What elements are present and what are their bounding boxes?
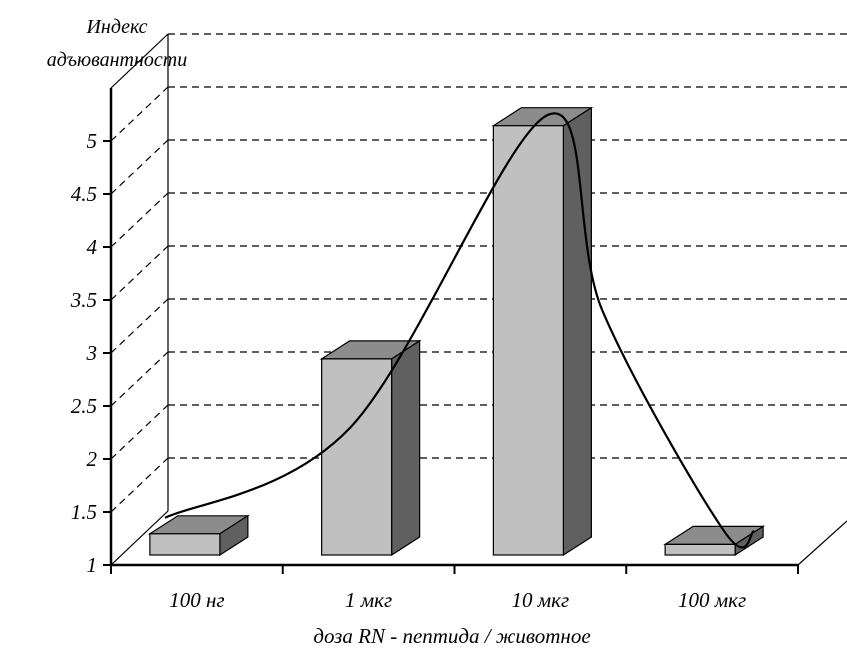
x-tick-label: 100 мкг bbox=[678, 588, 746, 612]
grid-diagonal bbox=[110, 298, 169, 354]
x-tick-label: 1 мкг bbox=[345, 588, 392, 612]
grid bbox=[110, 33, 847, 513]
grid-diagonal bbox=[110, 457, 169, 513]
bar-3 bbox=[491, 106, 594, 557]
y-axis-title-line-1: Индекс bbox=[85, 16, 147, 38]
y-tick-label: 3 bbox=[86, 341, 98, 365]
bar-2 bbox=[319, 339, 422, 557]
grid-diagonal bbox=[110, 192, 169, 248]
y-tick-label: 3.5 bbox=[70, 288, 97, 312]
bar-front-face bbox=[492, 125, 564, 556]
y-tick-label: 1.5 bbox=[71, 500, 97, 524]
y-tick-labels: 1 1.5 2 2.5 3 3.5 4 4.5 5 bbox=[70, 129, 98, 577]
y-tick-label: 1 bbox=[87, 553, 98, 577]
wall-top-edge bbox=[110, 33, 169, 89]
floor-left-edge bbox=[110, 510, 169, 566]
y-tick-label: 4.5 bbox=[71, 182, 97, 206]
bar-front-face bbox=[664, 543, 736, 556]
grid-diagonal bbox=[110, 404, 169, 460]
bar-side-face bbox=[562, 106, 592, 557]
y-tick-label: 4 bbox=[87, 235, 98, 259]
floor-right-edge bbox=[797, 520, 847, 566]
y-axis-title-line-2: адъювантности bbox=[47, 49, 188, 71]
bar-front-face bbox=[321, 358, 393, 556]
x-tick-label: 10 мкг bbox=[512, 588, 570, 612]
y-tick-label: 5 bbox=[87, 129, 98, 153]
grid-diagonal bbox=[110, 245, 169, 301]
x-tick-label: 100 нг bbox=[169, 588, 224, 612]
y-tick-label: 2 bbox=[87, 447, 98, 471]
bars bbox=[147, 106, 766, 557]
bar-1 bbox=[147, 514, 250, 557]
x-axis-title: доза RN - пептида / животное bbox=[313, 624, 590, 648]
y-tick-label: 2.5 bbox=[71, 394, 97, 418]
axes bbox=[103, 34, 847, 574]
bar-side-face bbox=[391, 339, 421, 557]
trend-curve bbox=[164, 112, 755, 549]
bar-front-face bbox=[149, 533, 221, 556]
grid-diagonal bbox=[110, 351, 169, 407]
grid-diagonal bbox=[110, 86, 169, 142]
grid-diagonal bbox=[110, 139, 169, 195]
x-tick-labels: 100 нг 1 мкг 10 мкг 100 мкг bbox=[169, 588, 746, 612]
y-axis-title: Индекс адъювантности bbox=[47, 16, 188, 71]
